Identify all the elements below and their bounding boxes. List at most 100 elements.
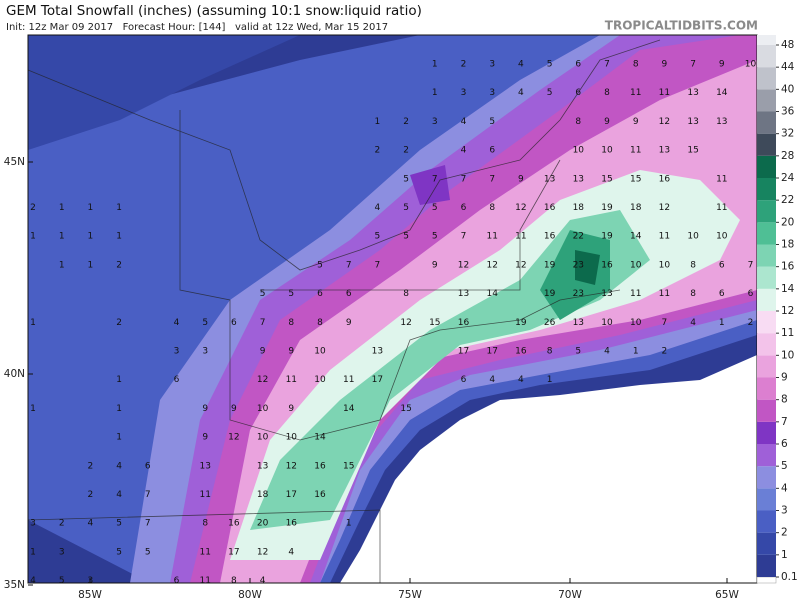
snow-value: 8: [633, 60, 639, 70]
snow-value: 1: [59, 203, 65, 213]
snow-value: 17: [228, 547, 239, 557]
colorbar-swatch: [757, 333, 776, 356]
snow-value: 15: [601, 174, 612, 184]
snow-value: 10: [687, 232, 699, 242]
snow-value: 9: [346, 318, 352, 328]
snow-value: 9: [633, 117, 639, 127]
snow-value: 11: [199, 547, 210, 557]
snow-value: 10: [601, 318, 613, 328]
snow-region: [410, 165, 450, 205]
snow-value: 1: [432, 60, 438, 70]
snow-value: 3: [461, 88, 467, 98]
snow-value: 1: [547, 375, 553, 385]
colorbar-label: 3: [781, 505, 788, 517]
snow-value: 1: [346, 519, 352, 529]
snow-value: 13: [372, 347, 383, 357]
snow-value: 1: [116, 232, 122, 242]
snow-value: 11: [659, 289, 670, 299]
snow-value: 17: [486, 347, 497, 357]
snow-value: 13: [573, 174, 584, 184]
snow-value: 7: [690, 60, 696, 70]
colorbar-label: 18: [781, 239, 794, 251]
lon-label: 65W: [715, 589, 739, 601]
border-line: [27, 509, 381, 583]
lon-label: 70W: [558, 589, 582, 601]
snow-value: 5: [145, 547, 151, 557]
snow-value: 16: [228, 519, 240, 529]
snow-value: 14: [630, 232, 642, 242]
snow-value: 4: [518, 375, 524, 385]
snow-value: 19: [544, 289, 556, 299]
snow-value: 8: [604, 88, 610, 98]
snow-value: 13: [601, 289, 612, 299]
snow-value: 12: [228, 433, 239, 443]
snow-value: 16: [601, 260, 613, 270]
snow-value: 7: [461, 232, 467, 242]
snow-value: 10: [257, 404, 269, 414]
snow-value: 5: [432, 203, 438, 213]
site-credit: TROPICALTIDBITS.COM: [605, 19, 758, 33]
snow-value: 12: [400, 318, 411, 328]
snow-value: 17: [458, 347, 469, 357]
snow-value: 10: [659, 260, 671, 270]
snow-value: 16: [314, 490, 326, 500]
colorbar-label: 40: [781, 83, 794, 95]
snow-value: 23: [573, 260, 584, 270]
snow-value: 1: [719, 318, 725, 328]
snow-value: 6: [317, 289, 323, 299]
snow-value: 19: [601, 232, 613, 242]
snow-region: [28, 35, 300, 150]
snow-value: 10: [314, 375, 326, 385]
snow-value: 2: [662, 347, 668, 357]
snow-value: 12: [257, 375, 268, 385]
value-labels: 1 2 3 4 5 6 7 8 9 7 9 101 3 3 4 5 6 8 11 11 13 141 2 3 4 5 8 9 9 12 13…: [30, 60, 756, 587]
snow-value: 15: [400, 404, 411, 414]
snow-value: 4: [604, 347, 610, 357]
snow-value: 5: [403, 232, 409, 242]
snow-value: 12: [458, 260, 469, 270]
snow-value: 13: [544, 174, 555, 184]
borders: [27, 39, 661, 583]
colorbar-label: 1: [781, 549, 788, 561]
snow-value: 8: [489, 203, 495, 213]
lat-label: 40N: [4, 368, 25, 380]
snow-value: 8: [690, 289, 696, 299]
lat-label: 35N: [4, 579, 25, 591]
snow-value: 4: [518, 60, 524, 70]
snow-value: 15: [343, 461, 354, 471]
snow-value: 3: [432, 117, 438, 127]
snow-value: 16: [544, 203, 556, 213]
snow-value: 6: [461, 203, 467, 213]
colorbar-swatch-below: [756, 576, 777, 584]
snow-value: 14: [716, 88, 728, 98]
snow-value: 8: [231, 576, 237, 586]
snow-value: 6: [575, 60, 581, 70]
colorbar-swatch: [757, 67, 776, 90]
colorbar-label: 4: [781, 482, 788, 494]
snow-value: 11: [343, 375, 354, 385]
snow-value: 1: [116, 433, 122, 443]
colorbar-swatch: [757, 133, 776, 156]
snow-value: 3: [489, 60, 495, 70]
snow-value: 1: [633, 347, 639, 357]
snow-value: 11: [630, 88, 641, 98]
colorbar-label: 16: [781, 261, 795, 273]
snow-value: 9: [432, 260, 438, 270]
snow-value: 7: [145, 490, 151, 500]
colorbar-swatch: [757, 311, 776, 334]
colorbar-label: 48: [781, 39, 794, 51]
snow-value: 4: [690, 318, 696, 328]
snow-value: 5: [116, 519, 122, 529]
snow-value: 1: [432, 88, 438, 98]
snow-value: 6: [174, 375, 180, 385]
colorbar-label: 14: [781, 283, 795, 295]
snow-value: 5: [432, 232, 438, 242]
snow-value: 11: [659, 88, 670, 98]
snow-value: 10: [716, 232, 728, 242]
snow-value: 13: [199, 461, 210, 471]
snow-value: 8: [288, 318, 294, 328]
colorbar: 0.11234567891011121416182022242832364044…: [756, 35, 798, 584]
snow-value: 11: [716, 203, 727, 213]
snow-value: 13: [573, 318, 584, 328]
